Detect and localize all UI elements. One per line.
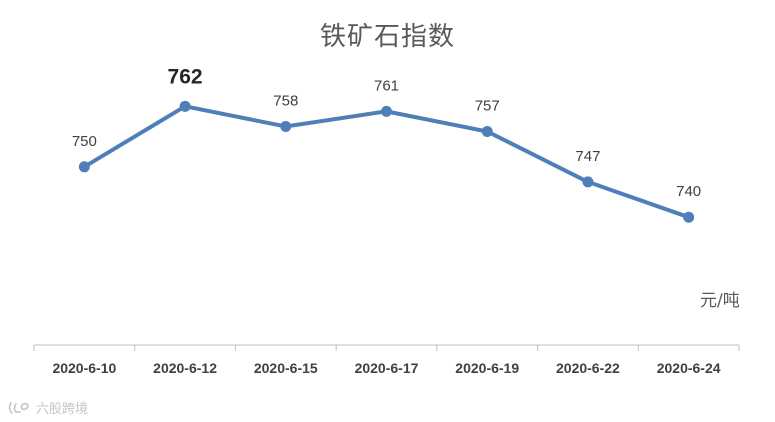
data-point (683, 211, 695, 223)
watermark-text: 六股跨境 (36, 402, 89, 417)
data-label: 758 (273, 92, 298, 109)
x-tick-label: 2020-6-10 (52, 360, 116, 376)
x-tick-label: 2020-6-12 (153, 360, 217, 376)
brand-logo-icon (8, 401, 29, 414)
x-tick-label: 2020-6-15 (254, 360, 318, 376)
data-point (179, 100, 191, 112)
point-layer (78, 100, 695, 223)
data-label: 762 (168, 65, 203, 88)
data-label: 740 (676, 183, 701, 200)
data-point (381, 105, 392, 117)
x-tick-label: 2020-6-24 (657, 360, 721, 376)
data-label: 757 (475, 98, 500, 115)
x-tick-label: 2020-6-19 (455, 360, 519, 376)
data-label-layer: 750 762 758 761 757 747 740 (72, 65, 701, 200)
x-tick-label: 2020-6-22 (556, 360, 620, 376)
chart-title: 铁矿石指数 (319, 22, 455, 52)
watermark: 六股跨境 (8, 398, 88, 417)
data-point (582, 176, 594, 188)
data-point (280, 120, 292, 132)
x-tick-label: 2020-6-17 (355, 360, 419, 376)
unit-label: 元/吨 (700, 291, 740, 311)
data-label: 747 (575, 148, 600, 165)
data-label: 761 (374, 77, 399, 94)
x-axis: 2020-6-10 2020-6-12 2020-6-15 2020-6-17 2020… (33, 344, 740, 376)
data-point (481, 126, 493, 138)
data-point (78, 161, 90, 173)
data-label: 750 (72, 133, 97, 150)
